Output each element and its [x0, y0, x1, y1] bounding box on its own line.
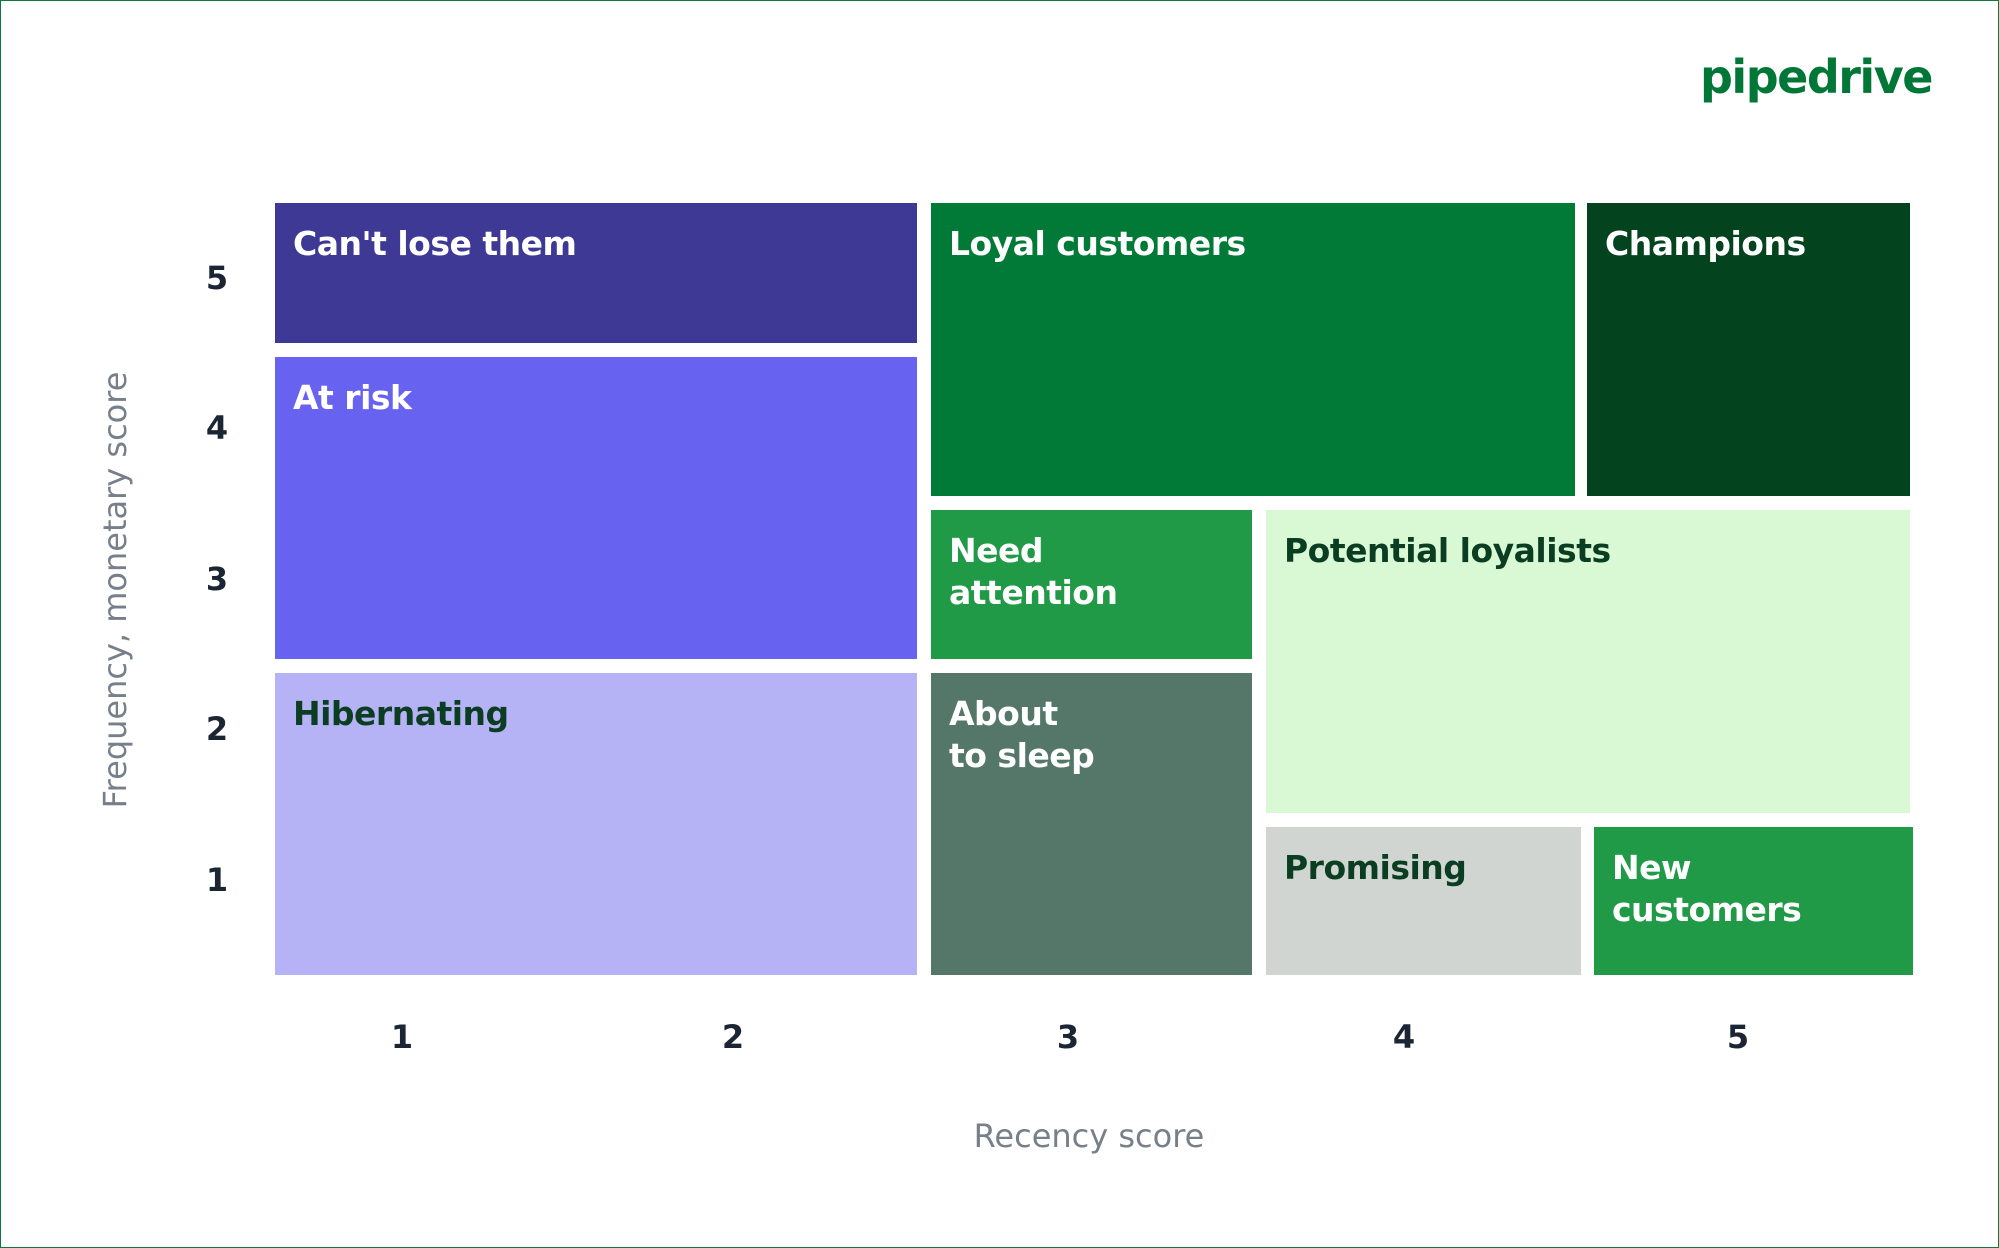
segment: Hibernating [275, 673, 917, 975]
segment: Need attention [931, 510, 1252, 659]
x-tick: 3 [1056, 1018, 1080, 1056]
segment-label: Hibernating [293, 694, 509, 733]
x-tick: 2 [721, 1018, 745, 1056]
brand-logo: pipedrive [1700, 50, 1933, 104]
segment: Promising [1266, 827, 1581, 975]
x-tick: 1 [390, 1018, 414, 1056]
segment-label: About [949, 694, 1058, 733]
segment-label: Champions [1605, 224, 1806, 263]
segment: Potential loyalists [1266, 510, 1910, 813]
segment: New customers [1594, 827, 1913, 975]
segment-label: At risk [293, 378, 412, 417]
segment-label: Potential loyalists [1284, 531, 1611, 570]
y-tick: 4 [205, 409, 229, 447]
x-tick: 5 [1726, 1018, 1750, 1056]
segment: About to sleep [931, 673, 1252, 975]
segment: Loyal customers [931, 203, 1575, 496]
segment: Champions [1587, 203, 1910, 496]
y-tick: 1 [205, 861, 229, 899]
y-tick: 2 [205, 710, 229, 748]
y-axis-title: Frequency, monetary score [96, 371, 134, 809]
segment-label: attention [949, 573, 1118, 612]
segment-label: New [1612, 848, 1692, 887]
segment-label: to sleep [949, 736, 1095, 775]
y-tick: 5 [205, 259, 229, 297]
segment-label: Loyal customers [949, 224, 1246, 263]
x-axis-title: Recency score [973, 1117, 1205, 1155]
y-tick: 3 [205, 560, 229, 598]
x-tick: 4 [1392, 1018, 1416, 1056]
segment-label: customers [1612, 890, 1802, 929]
segment-label: Can't lose them [293, 224, 577, 263]
segment-label: Promising [1284, 848, 1467, 887]
segment: Can't lose them [275, 203, 917, 343]
segment-label: Need [949, 531, 1044, 570]
segment: At risk [275, 357, 917, 659]
